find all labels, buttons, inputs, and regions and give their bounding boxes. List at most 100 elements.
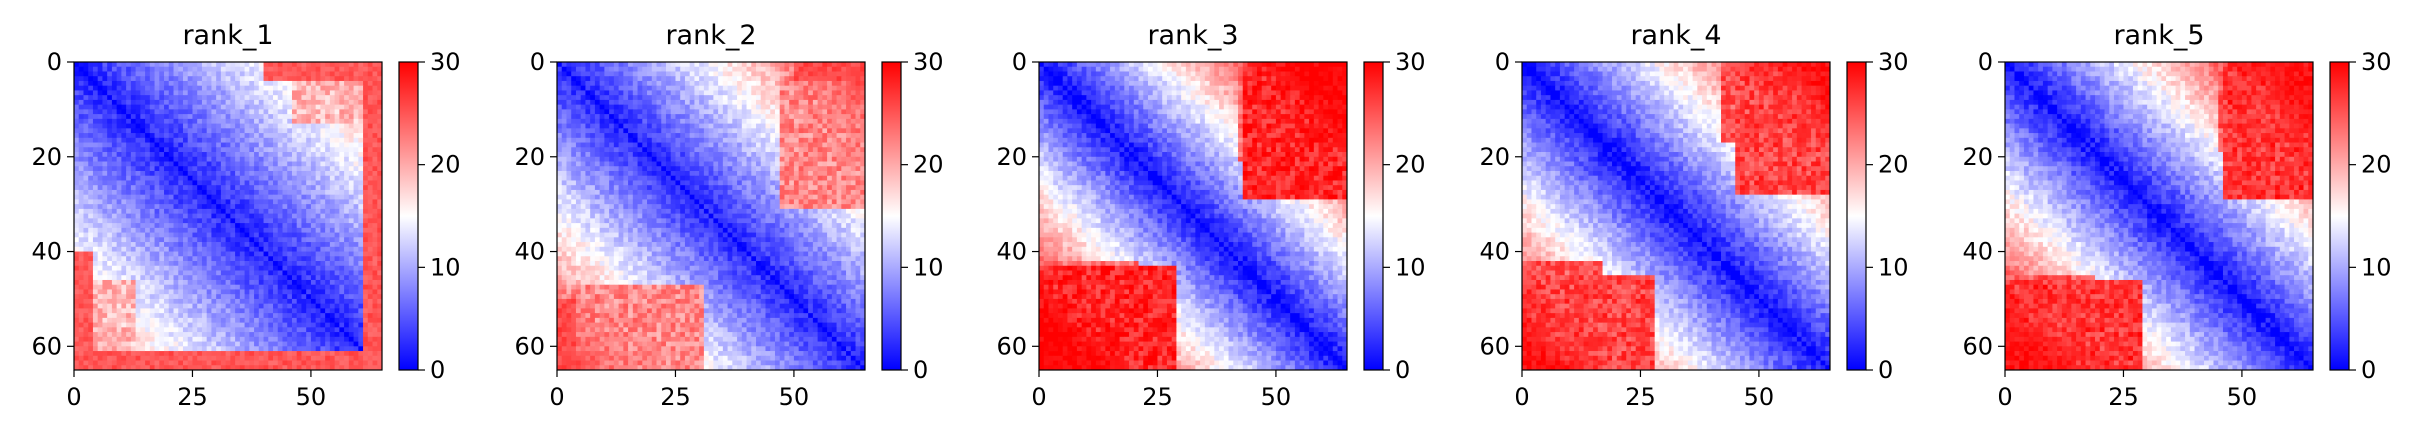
heatmap-cell xyxy=(145,223,151,229)
heatmap-cell xyxy=(325,336,331,342)
heatmap-cell xyxy=(282,341,288,347)
heatmap-cell xyxy=(334,336,340,342)
heatmap-cell xyxy=(220,85,227,91)
heatmap-cell xyxy=(239,237,245,243)
heatmap-cell xyxy=(182,336,189,342)
heatmap-cell xyxy=(353,194,359,200)
heatmap-cell xyxy=(860,71,866,77)
heatmap-cell xyxy=(344,327,350,333)
heatmap-cell xyxy=(765,76,771,82)
heatmap-cell xyxy=(339,341,345,347)
heatmap-cell xyxy=(637,76,643,82)
heatmap-cell xyxy=(78,279,84,286)
heatmap-cell xyxy=(344,185,350,191)
heatmap-cell xyxy=(164,133,170,139)
heatmap-cell xyxy=(249,185,255,191)
heatmap-cell xyxy=(363,66,369,72)
heatmap-cell xyxy=(741,95,747,101)
heatmap-cell xyxy=(164,194,170,200)
heatmap-cell xyxy=(254,208,260,215)
heatmap-cell xyxy=(192,261,198,267)
heatmap-cell xyxy=(254,142,260,148)
heatmap-cell xyxy=(111,246,118,252)
heatmap-cell xyxy=(145,161,151,167)
heatmap-cell xyxy=(244,185,250,191)
heatmap-cell xyxy=(192,332,198,338)
heatmap-cell xyxy=(83,199,89,205)
heatmap-cell xyxy=(353,336,359,342)
heatmap-cell xyxy=(263,118,269,124)
heatmap-cell xyxy=(367,365,373,371)
heatmap-cell xyxy=(329,189,336,196)
heatmap-cell xyxy=(107,104,113,110)
heatmap-cell xyxy=(315,232,321,238)
heatmap-cell xyxy=(92,104,99,110)
heatmap-cell xyxy=(353,170,359,177)
heatmap-cell xyxy=(164,237,170,243)
heatmap-cell xyxy=(126,218,132,224)
heatmap-cell xyxy=(130,275,136,281)
heatmap-cell xyxy=(78,265,84,271)
heatmap-cell xyxy=(306,71,312,77)
heatmap-cell xyxy=(225,90,231,96)
x-tick-label: 0 xyxy=(66,383,81,411)
heatmap-cell xyxy=(329,303,336,309)
heatmap-cell xyxy=(277,185,283,191)
heatmap-cell xyxy=(78,232,84,238)
heatmap-cell xyxy=(102,123,108,129)
heatmap-cell xyxy=(197,204,203,210)
heatmap-cell xyxy=(301,152,307,158)
heatmap-cell xyxy=(145,294,151,300)
heatmap-cell xyxy=(83,341,89,347)
heatmap-cell xyxy=(798,90,804,96)
heatmap-cell xyxy=(301,327,307,333)
heatmap-cell xyxy=(291,170,298,177)
heatmap-cell xyxy=(225,294,231,300)
heatmap-cell xyxy=(798,62,804,68)
heatmap-cell xyxy=(182,341,189,347)
heatmap-cell xyxy=(268,246,274,252)
heatmap-cell xyxy=(377,208,383,215)
heatmap-cell xyxy=(220,270,227,276)
heatmap-cell xyxy=(325,223,331,229)
heatmap-cell xyxy=(590,104,596,110)
heatmap-cell xyxy=(301,90,307,96)
heatmap-cell xyxy=(344,199,350,205)
heatmap-cell xyxy=(618,95,624,101)
heatmap-cell xyxy=(632,95,638,101)
heatmap-cell xyxy=(182,360,189,366)
heatmap-cell xyxy=(249,166,255,172)
heatmap-cell xyxy=(760,99,766,106)
heatmap-cell xyxy=(703,104,710,110)
heatmap-cell xyxy=(135,109,141,115)
heatmap-cell xyxy=(329,208,336,215)
heatmap-cell xyxy=(609,66,615,72)
heatmap-cell xyxy=(173,128,179,134)
heatmap-cell xyxy=(107,137,113,143)
heatmap-cell xyxy=(291,322,298,328)
heatmap-cell xyxy=(779,66,785,72)
heatmap-cell xyxy=(145,90,151,96)
heatmap-cell xyxy=(164,175,170,181)
heatmap-cell xyxy=(235,62,241,68)
heatmap-cell xyxy=(315,208,321,215)
heatmap-cell xyxy=(159,298,165,305)
heatmap-cell xyxy=(258,346,264,352)
heatmap-cell xyxy=(770,90,776,96)
heatmap-cell xyxy=(301,355,307,361)
heatmap-cell xyxy=(74,322,80,328)
heatmap-cell xyxy=(201,95,208,101)
heatmap-cell xyxy=(239,66,245,72)
heatmap-cell xyxy=(173,270,179,276)
heatmap-cell xyxy=(211,166,217,172)
heatmap-cell xyxy=(287,199,293,205)
heatmap-cell xyxy=(344,360,350,366)
heatmap-cell xyxy=(344,265,350,271)
heatmap-cell xyxy=(684,114,691,120)
heatmap-cell xyxy=(689,114,695,120)
heatmap-cell xyxy=(254,189,260,196)
heatmap-cell xyxy=(561,76,567,82)
heatmap-cell xyxy=(348,317,354,324)
heatmap-cell xyxy=(334,213,340,219)
heatmap-cell xyxy=(225,62,231,68)
